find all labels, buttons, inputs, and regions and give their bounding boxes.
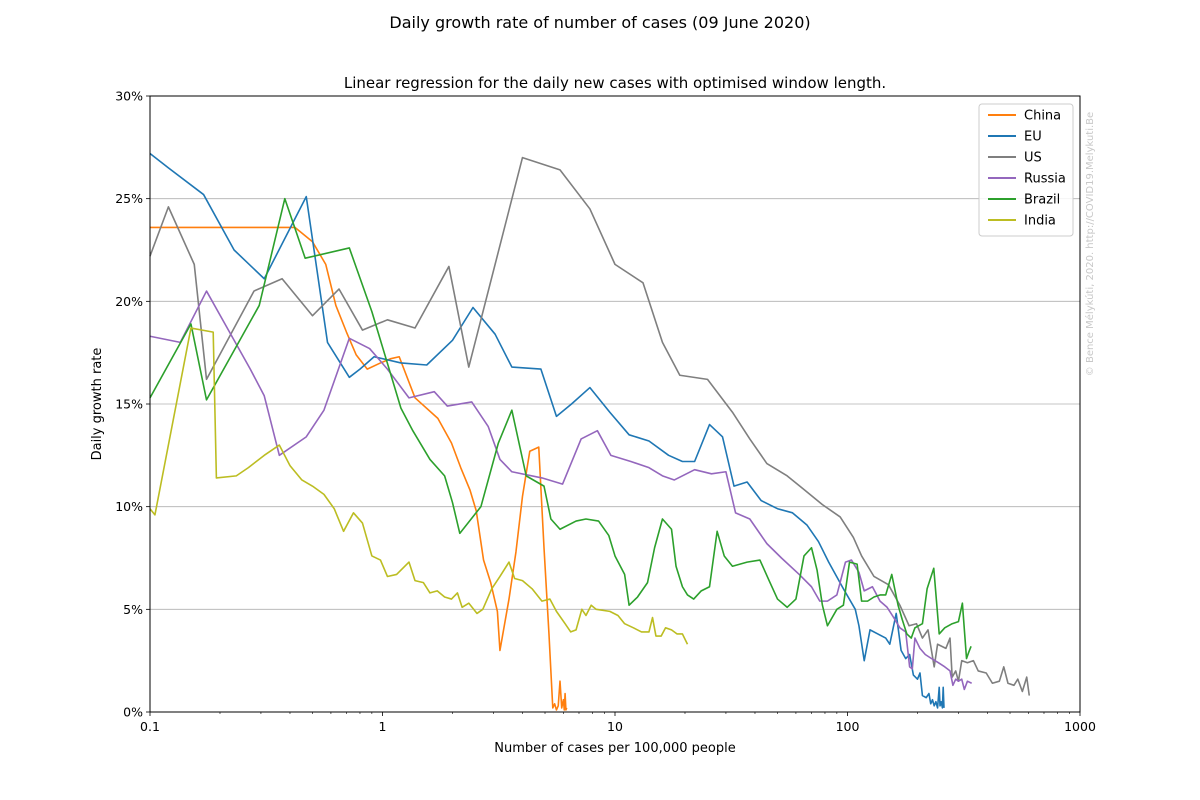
y-tick-label: 0%: [123, 705, 143, 720]
series-line-us: [149, 156, 1031, 696]
legend-label-india: India: [1024, 214, 1056, 229]
series-line-russia: [149, 290, 973, 691]
series-lines: [149, 152, 1031, 711]
y-axis-label: Daily growth rate: [90, 348, 105, 461]
y-tick-label: 5%: [123, 602, 143, 617]
y-tick-label: 30%: [115, 89, 143, 104]
y-tick-label: 10%: [115, 499, 143, 514]
gridlines: [150, 198, 1080, 610]
legend-label-us: US: [1024, 151, 1042, 166]
x-tick-label: 0.1: [140, 719, 160, 734]
y-tick-label: 25%: [115, 191, 143, 206]
legend-label-eu: EU: [1024, 130, 1042, 145]
x-tick-label: 10: [607, 719, 623, 734]
x-axis-label: Number of cases per 100,000 people: [494, 741, 736, 756]
series-line-brazil: [149, 197, 972, 660]
x-tick-label: 1000: [1064, 719, 1096, 734]
legend-label-china: China: [1024, 109, 1061, 124]
series-line-china: [150, 226, 568, 711]
legend-label-russia: Russia: [1024, 172, 1066, 187]
y-tick-label: 15%: [115, 397, 143, 412]
chart-title: Linear regression for the daily new case…: [344, 74, 886, 92]
watermark-text: © Bence Mélykúti, 2020. http://COVID19.M…: [1084, 112, 1096, 376]
series-line-india: [149, 327, 689, 645]
legend: China EU US Russia Brazil India: [978, 103, 1074, 237]
x-tick-label: 100: [836, 719, 860, 734]
axes: 0% 5% 10% 15% 20% 25% 30% 0.1 1 10 100 1000: [115, 89, 1096, 735]
chart-suptitle: Daily growth rate of number of cases (09…: [389, 13, 810, 32]
y-tick-label: 20%: [115, 294, 143, 309]
legend-label-brazil: Brazil: [1024, 193, 1060, 208]
x-tick-label: 1: [379, 719, 387, 734]
series-line-eu: [149, 152, 945, 709]
